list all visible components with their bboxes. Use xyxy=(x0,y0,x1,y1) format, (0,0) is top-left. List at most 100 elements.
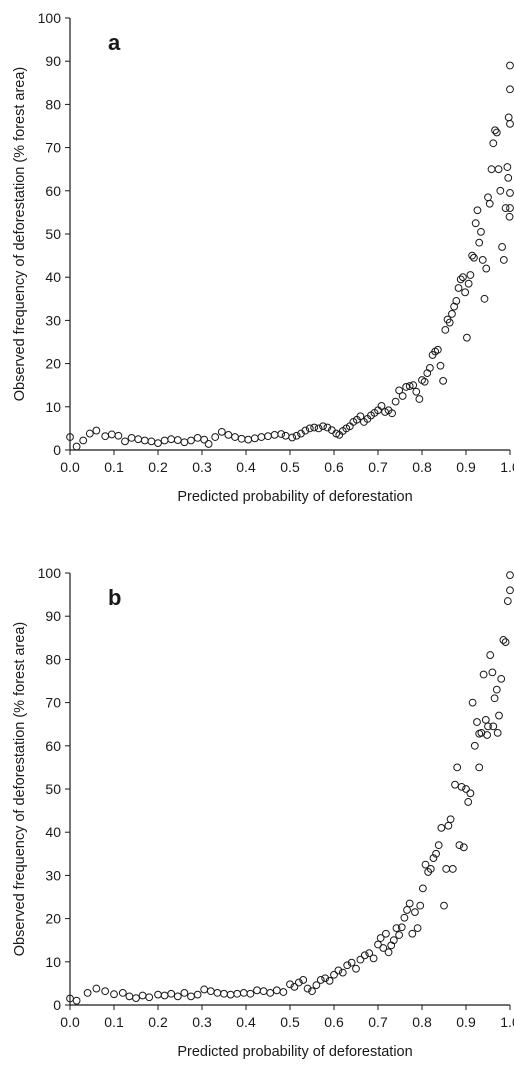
panel-letter: b xyxy=(108,585,121,610)
data-point xyxy=(437,823,446,832)
y-tick-label: 50 xyxy=(45,226,61,242)
data-point xyxy=(503,597,512,605)
data-point xyxy=(101,432,110,441)
x-tick-label: 1.0 xyxy=(500,1014,514,1030)
data-point xyxy=(495,711,503,720)
x-tick-label: 0.1 xyxy=(104,459,124,475)
data-point xyxy=(432,849,440,858)
data-point xyxy=(334,966,343,975)
data-point xyxy=(475,729,484,738)
data-point xyxy=(187,992,195,1001)
data-point xyxy=(303,984,312,993)
data-point xyxy=(233,989,242,998)
data-point xyxy=(312,981,321,990)
data-point xyxy=(237,434,246,443)
data-point xyxy=(384,948,393,957)
data-point xyxy=(451,780,459,789)
data-point xyxy=(392,924,401,933)
data-point xyxy=(434,841,443,850)
data-point xyxy=(231,433,239,441)
y-axis-title: Observed frequency of deforestation (% f… xyxy=(12,622,28,956)
data-point xyxy=(377,402,386,410)
data-point xyxy=(504,113,513,122)
data-point xyxy=(365,949,374,958)
data-point xyxy=(470,741,479,750)
x-tick-label: 0.4 xyxy=(236,1014,256,1030)
data-point xyxy=(492,685,501,694)
data-point xyxy=(466,789,475,798)
data-point xyxy=(420,377,429,386)
data-point xyxy=(445,318,454,327)
data-point xyxy=(369,954,378,963)
data-point xyxy=(491,126,499,135)
data-point xyxy=(352,964,360,973)
data-point xyxy=(487,165,496,174)
data-point xyxy=(217,427,226,436)
data-point xyxy=(461,288,470,297)
data-point xyxy=(85,429,94,438)
data-point xyxy=(211,433,220,441)
data-point xyxy=(132,994,140,1002)
data-point xyxy=(499,256,508,264)
data-point xyxy=(277,430,286,438)
data-point xyxy=(376,934,385,942)
y-tick-label: 0 xyxy=(53,997,61,1013)
data-point xyxy=(493,728,502,737)
data-point xyxy=(411,908,419,917)
data-point xyxy=(259,987,268,996)
data-point xyxy=(206,987,215,996)
x-axis-title: Predicted probability of deforestation xyxy=(177,489,412,505)
data-point xyxy=(101,987,110,996)
data-point xyxy=(395,386,404,395)
y-tick-label: 30 xyxy=(45,867,61,883)
x-tick-label: 0.6 xyxy=(324,1014,344,1030)
data-point xyxy=(325,976,334,985)
data-point xyxy=(448,865,457,873)
data-point xyxy=(468,251,477,260)
panel-a: 0.0 0.1 0.2 0.3 0.4 0.5 0.6 0.7 0.8 0.9 1.0 0 10 20 30… xyxy=(12,10,514,505)
data-point xyxy=(160,436,169,445)
x-tick-label: 0.9 xyxy=(456,459,476,475)
data-point xyxy=(480,294,489,303)
panel-letter: a xyxy=(108,30,121,55)
data-point xyxy=(418,884,427,893)
data-point xyxy=(413,924,422,933)
x-tick-label: 0.5 xyxy=(280,459,300,475)
x-axis-title: Predicted probability of deforestation xyxy=(177,1044,412,1060)
data-point xyxy=(145,993,154,1002)
data-point xyxy=(506,586,514,595)
data-point xyxy=(494,165,503,174)
data-point xyxy=(272,986,281,995)
data-point xyxy=(226,990,235,999)
y-axis-title: Observed frequency of deforestation (% f… xyxy=(12,67,28,401)
data-point xyxy=(470,253,478,262)
data-point xyxy=(389,936,398,945)
data-point xyxy=(266,989,275,997)
data-point xyxy=(294,978,303,987)
data-point xyxy=(485,199,494,208)
data-point xyxy=(193,434,202,442)
data-point xyxy=(167,435,176,444)
data-point xyxy=(110,990,118,999)
data-point xyxy=(213,989,222,997)
x-tick-label: 0.3 xyxy=(192,459,212,475)
data-point xyxy=(154,990,162,999)
data-point xyxy=(79,436,88,445)
data-point xyxy=(305,424,314,433)
data-point xyxy=(483,731,492,739)
data-point xyxy=(187,436,195,445)
data-point xyxy=(356,412,365,421)
data-point xyxy=(173,992,182,1001)
x-tick-label: 0.8 xyxy=(412,1014,432,1030)
x-tick-label: 0.3 xyxy=(192,1014,212,1030)
data-point xyxy=(321,974,330,983)
y-tick-label: 10 xyxy=(45,399,61,415)
data-point xyxy=(134,435,143,444)
y-tick-label: 70 xyxy=(45,140,61,156)
data-point xyxy=(481,715,490,724)
data-point xyxy=(239,989,248,997)
data-point xyxy=(292,431,301,440)
data-point xyxy=(257,433,266,441)
